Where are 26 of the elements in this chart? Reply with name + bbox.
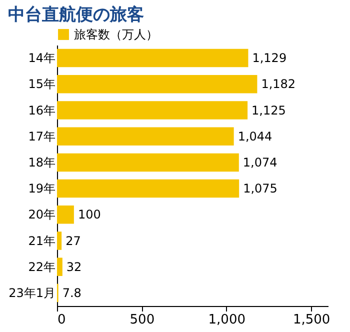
y-tick-label: 17年 [28, 129, 56, 144]
data-label: 1,182 [261, 77, 296, 92]
data-label: 7.8 [62, 286, 82, 300]
y-tick-label: 18年 [28, 155, 56, 170]
data-label: 1,125 [252, 103, 286, 118]
chart-title: 中台直航便の旅客 [8, 5, 144, 25]
y-tick-label: 21年 [28, 234, 56, 248]
data-label: 1,044 [238, 129, 272, 144]
data-label: 100 [78, 208, 101, 222]
x-tick-label: 0 [58, 312, 66, 328]
data-label: 1,129 [252, 51, 287, 66]
x-tick-label: 500 [130, 312, 155, 328]
y-tick-label: 15年 [28, 77, 56, 92]
y-tick-label: 14年 [28, 51, 56, 66]
y-tick-label: 16年 [28, 103, 56, 118]
x-tick-label: 1,500 [292, 312, 330, 328]
y-tick-label: 23年1月 [8, 286, 56, 300]
x-tick-label: 1,000 [208, 312, 246, 328]
data-label: 32 [66, 260, 82, 274]
y-tick-label: 19年 [28, 182, 56, 196]
y-tick-label: 22年 [28, 260, 56, 274]
data-label: 1,075 [243, 182, 278, 196]
legend-label: 旅客数（万人） [74, 28, 158, 42]
y-tick-label: 20年 [28, 208, 56, 222]
data-label: 1,074 [242, 155, 278, 170]
data-label: 27 [66, 234, 81, 248]
